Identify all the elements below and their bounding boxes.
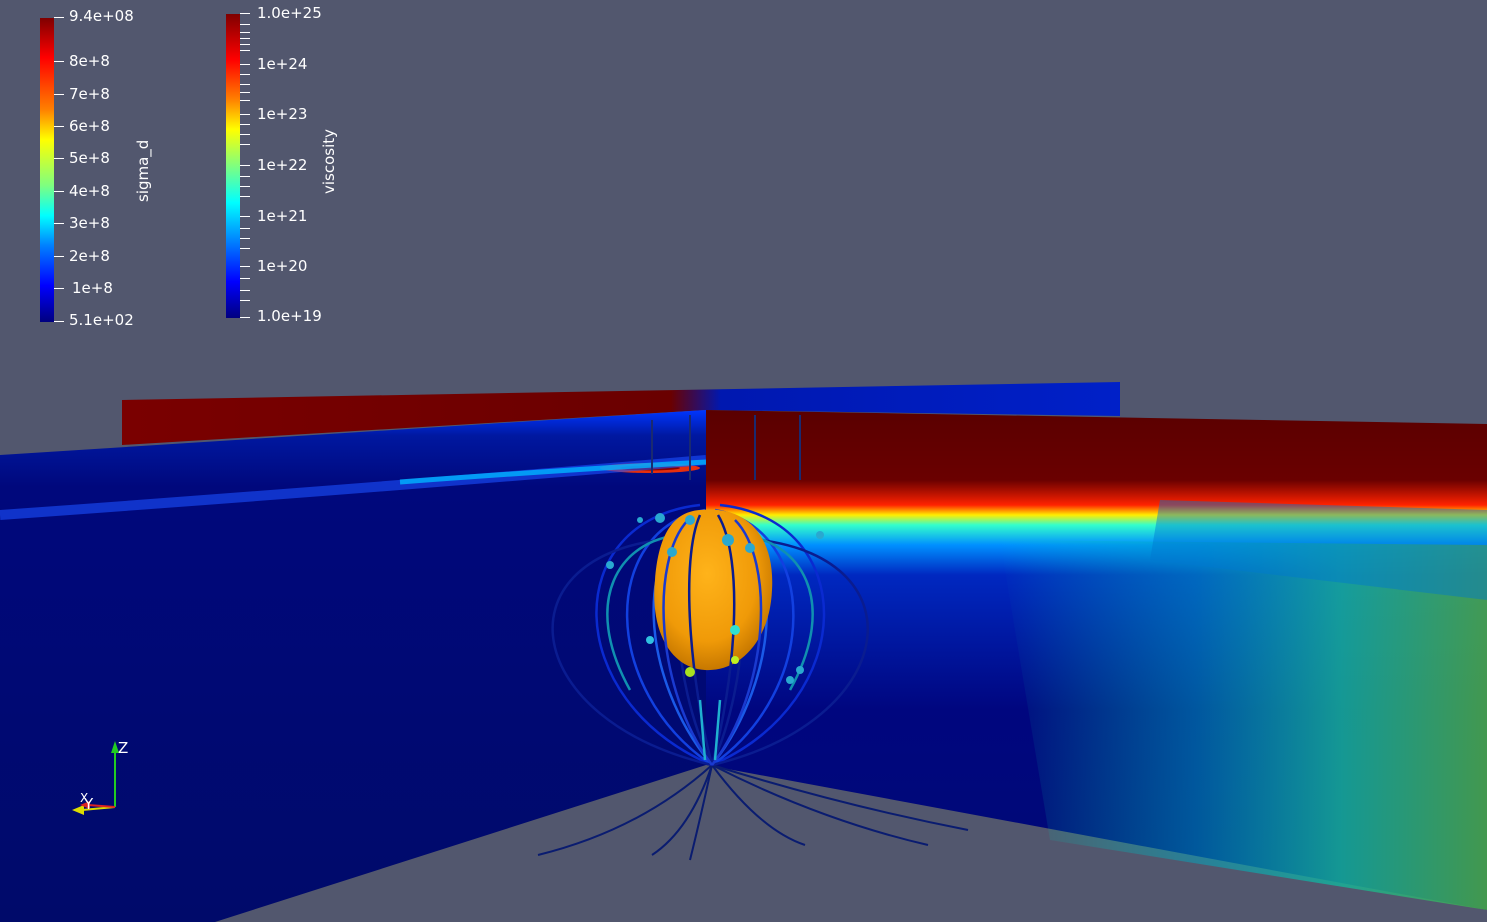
sigma-d-tick-label: 1e+8 [72, 279, 113, 297]
viscosity-title: viscosity [320, 128, 338, 194]
sigma-d-max-label: 9.4e+08 [69, 7, 134, 25]
back-slice-plane [122, 382, 1120, 445]
viscosity-tick-label: 1e+22 [257, 156, 308, 174]
viscosity-legend: 1.0e+25 1e+24 1e+23 1e+22 1e+21 1e+20 1.… [200, 0, 360, 335]
left-slice-plane [0, 410, 706, 922]
viscosity-colorbar [226, 14, 240, 318]
sigma-d-tick-label: 8e+8 [69, 52, 110, 70]
sigma-d-tick-label: 2e+8 [69, 247, 110, 265]
isosurface-blob [654, 509, 773, 671]
sigma-d-tick-label: 3e+8 [69, 214, 110, 232]
sigma-d-min-label: 5.1e+02 [69, 311, 134, 329]
viscosity-tick-label: 1e+20 [257, 257, 308, 275]
sigma-d-legend: 9.4e+08 8e+8 7e+8 6e+8 5e+8 4e+8 3e+8 2e… [0, 0, 170, 335]
sigma-d-tick-label: 5e+8 [69, 149, 110, 167]
viscosity-max-label: 1.0e+25 [257, 4, 322, 22]
orientation-axes-icon [72, 741, 119, 815]
viscosity-min-label: 1.0e+19 [257, 307, 322, 325]
viscosity-tick-label: 1e+21 [257, 207, 308, 225]
glyph-cones [606, 513, 824, 684]
axis-z-label: Z [118, 739, 129, 757]
ground-streamlines [537, 764, 969, 861]
viscosity-tick-label: 1e+23 [257, 105, 308, 123]
sigma-d-tick-label: 6e+8 [69, 117, 110, 135]
axis-y-label: Y [84, 795, 94, 813]
sigma-d-colorbar [40, 18, 54, 322]
viscosity-tick-label: 1e+24 [257, 55, 308, 73]
orientation-axes[interactable]: Z Y X [60, 735, 150, 825]
sigma-d-title: sigma_d [134, 139, 152, 202]
sigma-d-tick-label: 7e+8 [69, 85, 110, 103]
axis-x-label: X [80, 791, 89, 805]
sigma-d-tick-label: 4e+8 [69, 182, 110, 200]
